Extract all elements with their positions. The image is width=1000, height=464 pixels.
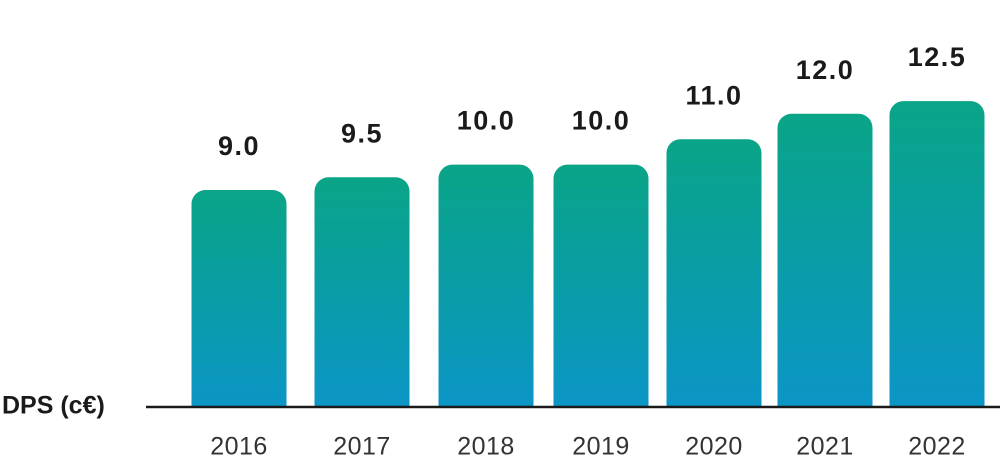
x-tick-label-2022: 2022	[908, 433, 966, 461]
x-tick-label-2017: 2017	[333, 433, 391, 461]
value-label-2017: 9.5	[341, 118, 383, 148]
value-labels-group: 9.0 9.5 10.0 10.0 11.0 12.0 12.5	[218, 42, 967, 161]
value-label-2016: 9.0	[218, 131, 260, 161]
bars-group	[140, 101, 1000, 427]
value-label-2022: 12.5	[908, 42, 967, 72]
value-label-2021: 12.0	[796, 55, 855, 85]
bar-2019	[553, 164, 649, 419]
bar-2020	[666, 139, 762, 419]
x-tick-labels-group: 2016 2017 2018 2019 2020 2021 2022	[210, 433, 966, 461]
x-tick-label-2020: 2020	[685, 433, 743, 461]
bar-2021	[777, 113, 873, 420]
x-tick-label-2016: 2016	[210, 433, 268, 461]
value-label-2018: 10.0	[457, 106, 516, 136]
bar-2022	[889, 101, 985, 419]
bar-2016	[191, 190, 287, 419]
baseline-mask	[140, 407, 1000, 427]
value-label-2020: 11.0	[685, 80, 742, 110]
x-tick-label-2021: 2021	[796, 433, 854, 461]
bar-2017	[314, 177, 410, 419]
bar-2018	[438, 164, 534, 419]
y-axis-label: DPS (c€)	[2, 392, 105, 420]
value-label-2019: 10.0	[572, 106, 631, 136]
x-tick-label-2019: 2019	[572, 433, 630, 461]
x-tick-label-2018: 2018	[457, 433, 515, 461]
